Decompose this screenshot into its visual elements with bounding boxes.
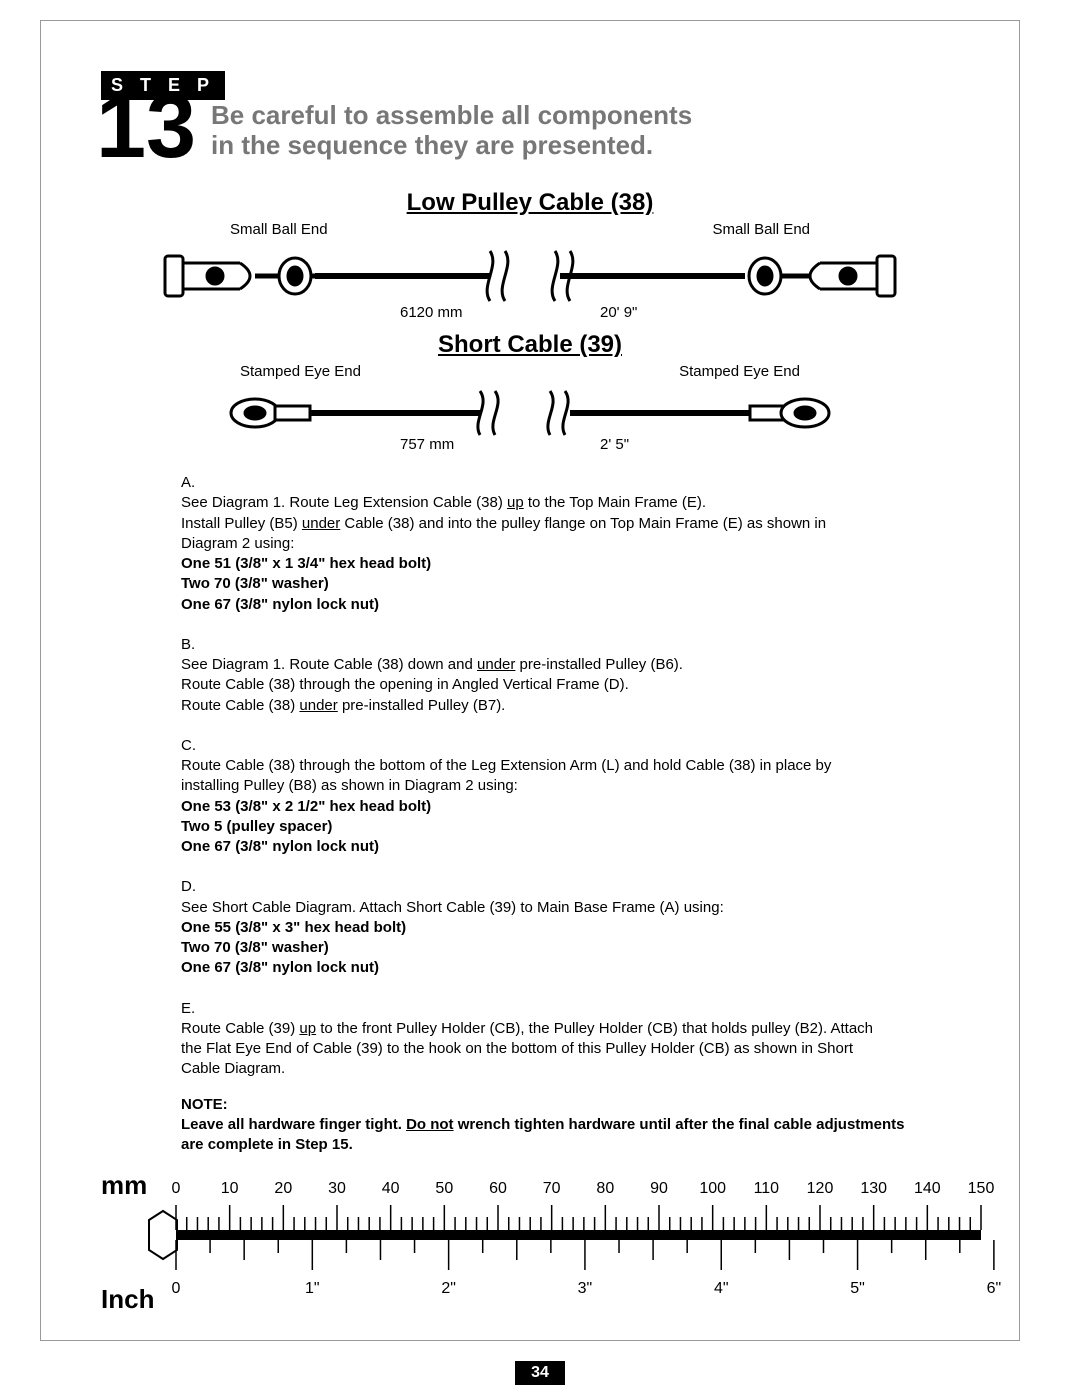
- note-title: NOTE:: [181, 1096, 228, 1113]
- body-A: See Diagram 1. Route Leg Extension Cable…: [181, 493, 881, 615]
- svg-text:150: 150: [968, 1180, 995, 1197]
- svg-text:140: 140: [914, 1180, 941, 1197]
- step-warning: Be careful to assemble all components in…: [211, 101, 692, 161]
- cable1-len-mm: 6120 mm: [400, 304, 463, 321]
- warning-line2: in the sequence they are presented.: [211, 130, 653, 160]
- svg-text:0: 0: [172, 1280, 181, 1297]
- cable1-diagram-wrap: Small Ball End Small Ball End: [160, 221, 900, 321]
- cable1-right-label: Small Ball End: [712, 221, 810, 238]
- step-number: 13: [96, 91, 196, 163]
- svg-text:4": 4": [714, 1280, 729, 1297]
- svg-text:6": 6": [987, 1280, 1001, 1297]
- page-frame: S T E P 13 Be careful to assemble all co…: [40, 20, 1020, 1341]
- letter-C: C.: [181, 736, 236, 756]
- ruler-unit-inch: Inch: [101, 1284, 154, 1315]
- ruler-unit-mm: mm: [101, 1170, 147, 1201]
- ruler: mm Inch 01020304050607080901001101201301…: [101, 1175, 959, 1310]
- cable1-title: Low Pulley Cable (38): [101, 189, 959, 217]
- instruction-E: E. Route Cable (39) up to the front Pull…: [181, 999, 919, 1080]
- svg-text:130: 130: [860, 1180, 887, 1197]
- svg-text:10: 10: [221, 1180, 239, 1197]
- cable2-left-label: Stamped Eye End: [240, 363, 361, 380]
- svg-text:2": 2": [441, 1280, 456, 1297]
- svg-text:3": 3": [578, 1280, 593, 1297]
- note-block: NOTE: Leave all hardware finger tight. D…: [181, 1095, 919, 1156]
- cable2-diagram-wrap: Stamped Eye End Stamped Eye End 757 mm 2: [220, 363, 840, 453]
- svg-text:5": 5": [850, 1280, 865, 1297]
- svg-text:60: 60: [489, 1180, 507, 1197]
- cable1-len-imp: 20' 9": [600, 304, 637, 321]
- svg-text:30: 30: [328, 1180, 346, 1197]
- svg-text:90: 90: [650, 1180, 668, 1197]
- letter-D: D.: [181, 877, 236, 897]
- body-C: Route Cable (38) through the bottom of t…: [181, 756, 881, 857]
- instruction-D: D. See Short Cable Diagram. Attach Short…: [181, 877, 919, 978]
- letter-A: A.: [181, 473, 236, 493]
- svg-text:0: 0: [172, 1180, 181, 1197]
- cable2-len-mm: 757 mm: [400, 436, 454, 453]
- svg-text:110: 110: [754, 1180, 780, 1197]
- svg-text:20: 20: [274, 1180, 292, 1197]
- warning-line1: Be careful to assemble all components: [211, 100, 692, 130]
- ruler-svg: 0 10 20 30 40 50 60 70 80 90 100 110 120 130 140 150 0 1"…: [121, 1175, 1001, 1305]
- body-D: See Short Cable Diagram. Attach Short Ca…: [181, 898, 881, 979]
- svg-text:70: 70: [543, 1180, 561, 1197]
- svg-text:40: 40: [382, 1180, 400, 1197]
- cable1-left-label: Small Ball End: [230, 221, 328, 238]
- body-B: See Diagram 1. Route Cable (38) down and…: [181, 655, 881, 716]
- cable2-len-imp: 2' 5": [600, 436, 629, 453]
- page-number: 34: [515, 1361, 565, 1385]
- step-header: S T E P 13 Be careful to assemble all co…: [101, 71, 959, 181]
- svg-text:50: 50: [435, 1180, 453, 1197]
- svg-text:100: 100: [699, 1180, 726, 1197]
- svg-text:1": 1": [305, 1280, 320, 1297]
- svg-text:120: 120: [807, 1180, 834, 1197]
- letter-E: E.: [181, 999, 236, 1019]
- instruction-C: C. Route Cable (38) through the bottom o…: [181, 736, 919, 858]
- letter-B: B.: [181, 635, 236, 655]
- body-E: Route Cable (39) up to the front Pulley …: [181, 1019, 881, 1080]
- instruction-B: B. See Diagram 1. Route Cable (38) down …: [181, 635, 919, 716]
- cable2-title: Short Cable (39): [101, 331, 959, 359]
- svg-text:80: 80: [596, 1180, 614, 1197]
- cable2-right-label: Stamped Eye End: [679, 363, 800, 380]
- instruction-A: A. See Diagram 1. Route Leg Extension Ca…: [181, 473, 919, 615]
